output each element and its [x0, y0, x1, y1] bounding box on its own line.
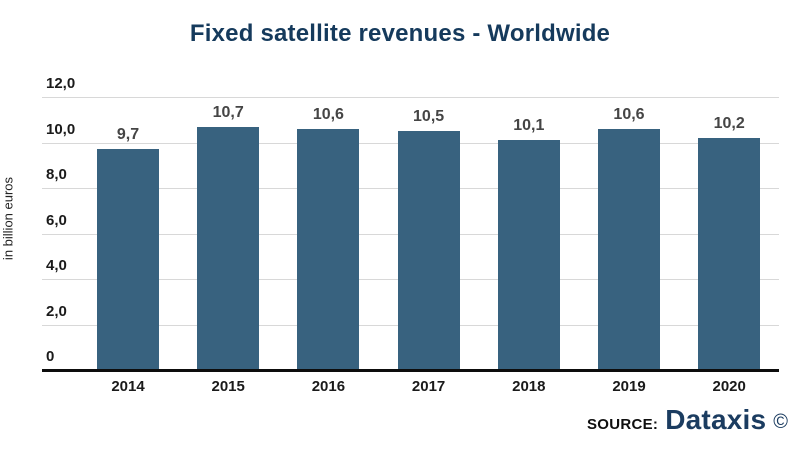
x-axis-label: 2019 [612, 378, 646, 395]
bar-2016 [297, 128, 360, 370]
y-axis-title: in billion euros [0, 176, 16, 261]
bar-value-label: 10,6 [613, 105, 645, 123]
y-tick-label: 4,0 [46, 257, 67, 274]
bar-value-label: 10,7 [212, 103, 244, 121]
copyright-icon: © [773, 411, 788, 433]
gridline [42, 97, 779, 98]
x-axis-label: 2018 [512, 378, 546, 395]
y-tick-label: 8,0 [46, 166, 67, 183]
y-tick-label: 6,0 [46, 211, 67, 229]
bar-2018 [497, 140, 560, 370]
bar-2017 [397, 131, 460, 370]
dataxis-logo: Dataxis [665, 404, 767, 435]
source-attribution: SOURCE: Dataxis © [587, 404, 788, 436]
bar-value-label: 10,1 [513, 117, 545, 135]
bar-value-label: 10,2 [713, 114, 745, 132]
plot-area: 9,7 10,7 10,6 10,5 10,1 10,6 10,2 0 2,0 4,0 6,0 8,… [42, 75, 779, 395]
y-tick-label: 10,0 [46, 120, 76, 138]
bar-2015 [197, 126, 260, 370]
bar-2014 [97, 149, 159, 370]
bar-2020 [698, 137, 761, 370]
y-tick-label: 2,0 [46, 302, 67, 320]
x-axis-label: 2014 [111, 378, 145, 395]
y-tick-label: 12,0 [46, 75, 76, 92]
x-axis-label: 2017 [411, 378, 446, 395]
y-tick-label: 0 [46, 348, 55, 365]
x-axis-label: 2016 [311, 378, 346, 395]
x-axis-line [42, 369, 779, 372]
chart-title: Fixed satellite revenues - Worldwide [189, 20, 611, 47]
bar-value-label: 10,5 [413, 108, 445, 126]
bar-2019 [598, 128, 660, 370]
bar-value-label: 9,7 [116, 126, 140, 144]
x-axis-label: 2020 [712, 378, 746, 395]
bar-value-label: 10,6 [312, 105, 344, 123]
source-label: SOURCE: [586, 416, 659, 433]
x-axis-label: 2015 [211, 378, 245, 395]
